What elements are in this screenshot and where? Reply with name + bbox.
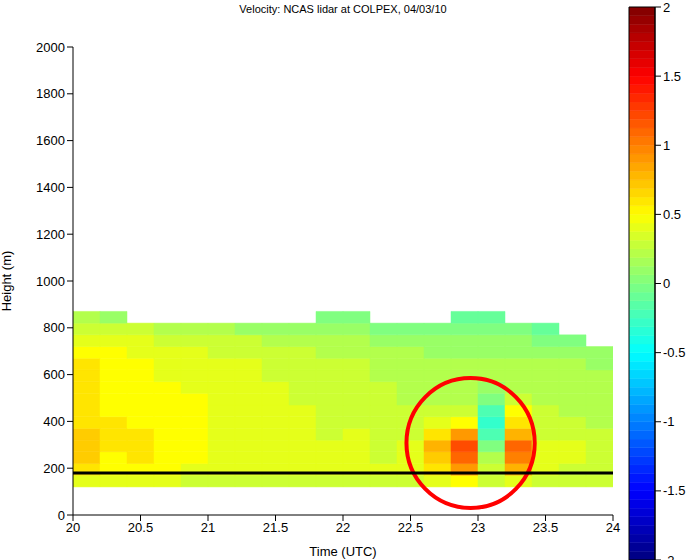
svg-text:1200: 1200 [36, 227, 65, 242]
svg-text:23.5: 23.5 [533, 520, 558, 535]
svg-text:0.5: 0.5 [663, 207, 681, 222]
html-text:Velocity: NCAS lidar at COLPEX: Velocity: NCAS lidar at COLPEX, 04/03/10 [239, 3, 447, 15]
svg-text:22.5: 22.5 [398, 520, 423, 535]
svg-text:20.5: 20.5 [128, 520, 153, 535]
svg-text:23: 23 [471, 520, 485, 535]
svg-text:1800: 1800 [36, 86, 65, 101]
svg-text:0: 0 [663, 276, 670, 291]
svg-text:600: 600 [43, 367, 65, 382]
svg-text:400: 400 [43, 414, 65, 429]
svg-text:1600: 1600 [36, 133, 65, 148]
svg-text:Height (m): Height (m) [0, 251, 14, 312]
svg-text:20: 20 [66, 520, 80, 535]
svg-text:-0.5: -0.5 [663, 345, 685, 360]
svg-text:-2: -2 [663, 553, 675, 560]
svg-text:1.5: 1.5 [663, 69, 681, 84]
svg-text:1: 1 [663, 138, 670, 153]
svg-text:Time (UTC): Time (UTC) [309, 544, 376, 559]
svg-text:0: 0 [58, 508, 65, 523]
svg-text:24: 24 [606, 520, 620, 535]
svg-text:-1.5: -1.5 [663, 483, 685, 498]
svg-text:-1: -1 [663, 414, 675, 429]
svg-text:2: 2 [663, 0, 670, 15]
svg-text:800: 800 [43, 320, 65, 335]
svg-text:22: 22 [336, 520, 350, 535]
svg-text:1400: 1400 [36, 180, 65, 195]
svg-text:21.5: 21.5 [263, 520, 288, 535]
svg-text:200: 200 [43, 461, 65, 476]
svg-text:2000: 2000 [36, 40, 65, 55]
svg-text:1000: 1000 [36, 274, 65, 289]
svg-text:21: 21 [201, 520, 215, 535]
